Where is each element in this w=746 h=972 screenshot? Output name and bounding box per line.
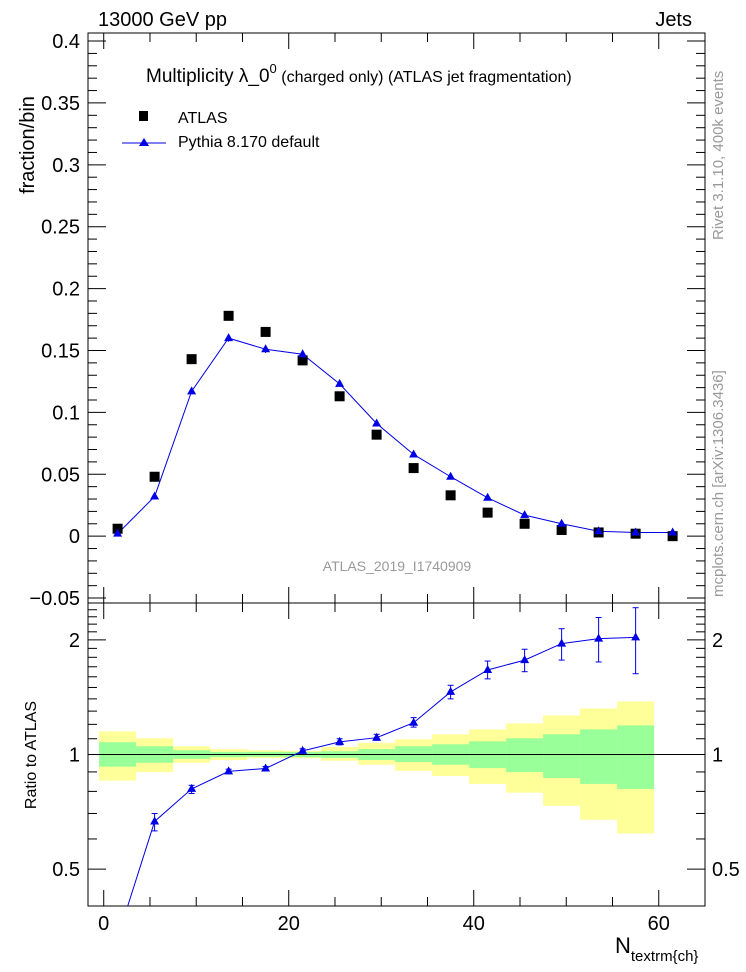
ratio-y-tick-label-right: 2 bbox=[712, 630, 723, 652]
pythia-point bbox=[594, 526, 604, 535]
y-tick-label: 0.4 bbox=[52, 31, 80, 53]
ratio-y-tick-label-right: 1 bbox=[712, 745, 723, 767]
atlas-point bbox=[149, 471, 160, 482]
x-tick-label: 20 bbox=[278, 913, 300, 935]
pythia-point bbox=[520, 510, 530, 519]
ratio-point bbox=[520, 655, 530, 664]
legend-label-atlas: ATLAS bbox=[178, 110, 228, 127]
atlas-point bbox=[445, 490, 456, 501]
plot-title: Multiplicity λ_00 (charged only) (ATLAS … bbox=[146, 61, 572, 87]
y-tick-label: 0.2 bbox=[52, 279, 80, 301]
atlas-point bbox=[260, 326, 271, 337]
plot-title-sup: 0 bbox=[270, 61, 277, 76]
ratio-point bbox=[483, 665, 493, 674]
ratio-point bbox=[298, 745, 308, 754]
x-axis-label: Ntextrm{ch} bbox=[615, 933, 698, 965]
y-tick-label: 0.05 bbox=[41, 464, 80, 486]
ratio-point bbox=[113, 933, 122, 941]
pythia-point bbox=[224, 333, 234, 342]
atlas-point bbox=[408, 463, 419, 474]
ratio-y-tick-label-right: 0.5 bbox=[712, 859, 740, 881]
y-tick-label: 0.1 bbox=[52, 402, 80, 424]
plot-title-rest: (charged only) (ATLAS jet fragmentation) bbox=[281, 69, 572, 86]
ratio-y-tick-label: 2 bbox=[69, 630, 80, 652]
legend-marker-atlas bbox=[139, 111, 148, 121]
ratio-point bbox=[631, 632, 641, 641]
ratio-point bbox=[409, 717, 419, 726]
pythia-point bbox=[409, 449, 419, 458]
x-tick-label: 60 bbox=[648, 913, 670, 935]
ratio-point bbox=[224, 766, 234, 775]
atlas-point bbox=[297, 355, 308, 366]
y-tick-label: 0.25 bbox=[41, 217, 80, 239]
ratio-point bbox=[557, 638, 567, 647]
pythia-point bbox=[446, 471, 456, 480]
pythia-point bbox=[187, 386, 197, 395]
pythia-point bbox=[298, 349, 308, 358]
pythia-point bbox=[113, 528, 123, 537]
main-series bbox=[112, 310, 678, 542]
side-label-mcplots: mcplots.cern.ch [arXiv:1306.3436] bbox=[710, 370, 727, 597]
legend-marker-pythia bbox=[139, 138, 149, 146]
pythia-point bbox=[372, 418, 382, 427]
pythia-point bbox=[631, 527, 641, 536]
ratio-y-tick-label: 0.5 bbox=[52, 859, 80, 881]
pythia-point bbox=[150, 491, 160, 500]
pythia-point bbox=[261, 344, 271, 353]
pythia-point bbox=[483, 492, 493, 501]
band-inner bbox=[543, 734, 581, 779]
x-tick-label: 0 bbox=[98, 913, 109, 935]
band-inner bbox=[580, 729, 618, 784]
atlas-point bbox=[519, 518, 530, 529]
pythia-point bbox=[335, 378, 345, 387]
atlas-point bbox=[556, 524, 567, 535]
ratio-point bbox=[335, 736, 345, 745]
watermark: ATLAS_2019_I1740909 bbox=[323, 558, 472, 574]
atlas-point bbox=[371, 429, 382, 440]
atlas-point bbox=[223, 310, 234, 321]
atlas-point bbox=[334, 391, 345, 402]
x-axis-label-main: N bbox=[615, 933, 631, 958]
y-tick-label: 0 bbox=[69, 526, 80, 548]
ratio-point bbox=[594, 633, 604, 642]
ratio-point bbox=[446, 686, 456, 695]
header-left: 13000 GeV pp bbox=[98, 9, 227, 31]
band-inner bbox=[617, 725, 655, 789]
ratio-series bbox=[113, 607, 641, 941]
legend: ATLAS Pythia 8.170 default bbox=[122, 110, 320, 151]
ratio-y-tick-label: 1 bbox=[69, 745, 80, 767]
ratio-point bbox=[150, 816, 160, 825]
side-label-rivet: Rivet 3.1.10, 400k events bbox=[710, 71, 727, 240]
y-axis-label-main: fraction/bin bbox=[17, 96, 39, 194]
ratio-point bbox=[261, 763, 271, 772]
y-tick-label: 0.35 bbox=[41, 93, 80, 115]
y-axis-label-ratio: Ratio to ATLAS bbox=[23, 701, 40, 809]
atlas-point bbox=[482, 507, 493, 518]
plot-title-main: Multiplicity λ_0 bbox=[146, 66, 270, 87]
y-tick-label: 0.15 bbox=[41, 340, 80, 362]
y-tick-label: 0.3 bbox=[52, 155, 80, 177]
pythia-point bbox=[557, 518, 567, 527]
header-right: Jets bbox=[655, 9, 692, 31]
pythia-line bbox=[117, 337, 673, 535]
atlas-point bbox=[186, 354, 197, 365]
ratio-bands bbox=[99, 701, 655, 834]
x-axis-label-sub: textrm{ch} bbox=[631, 948, 699, 965]
atlas-point bbox=[667, 531, 678, 542]
band-inner bbox=[506, 738, 544, 773]
pythia-point bbox=[668, 527, 678, 536]
legend-label-pythia: Pythia 8.170 default bbox=[178, 134, 320, 151]
y-tick-label: −0.05 bbox=[29, 588, 80, 610]
ratio-point bbox=[372, 732, 382, 741]
x-tick-label: 40 bbox=[463, 913, 485, 935]
ratio-point bbox=[187, 783, 197, 792]
